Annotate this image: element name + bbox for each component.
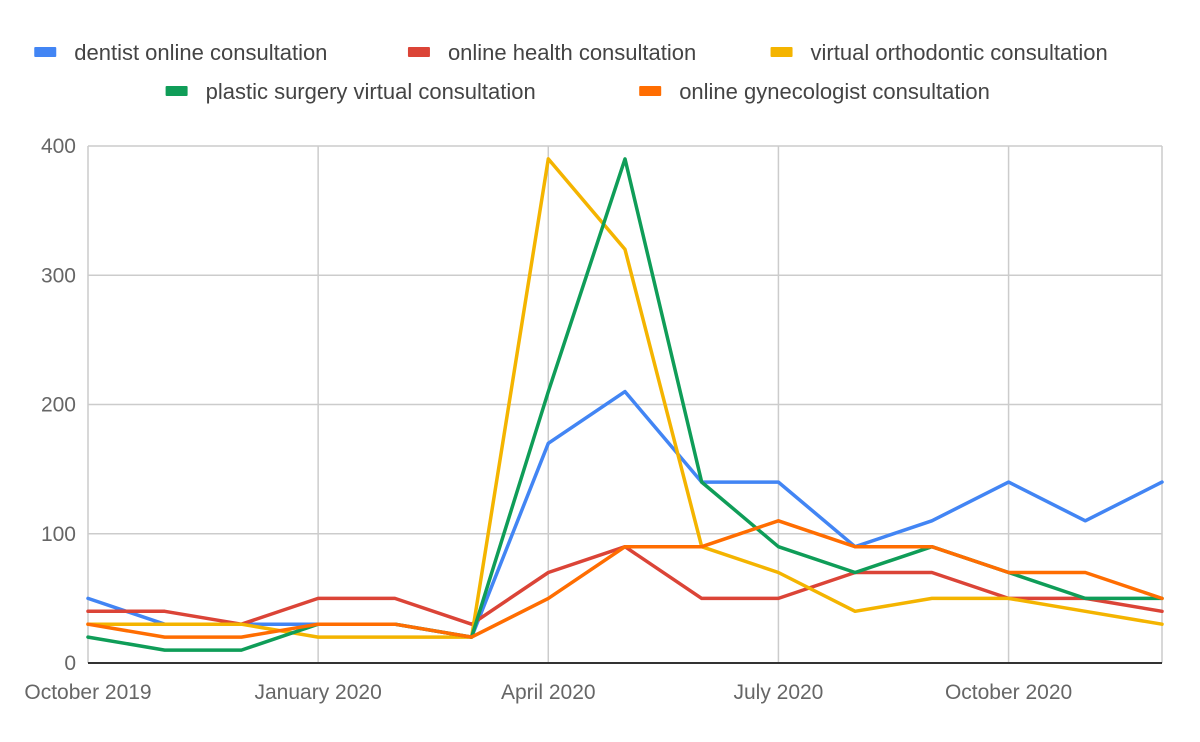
y-axis-tick-labels: 0 100 200 300 400 (41, 135, 76, 675)
gridlines (87, 145, 1163, 663)
x-tick-label: January 2020 (255, 681, 382, 704)
legend-swatch (165, 86, 188, 96)
legend-swatch (639, 86, 662, 96)
legend-swatch (770, 47, 793, 57)
legend-item-2[interactable]: online health consultation (407, 40, 696, 65)
y-tick-label: 0 (64, 652, 76, 675)
series-layer (86, 157, 1164, 652)
legend-item-1[interactable]: dentist online consultation (34, 40, 327, 65)
legend-label: online gynecologist consultation (679, 79, 990, 104)
x-axis-tick-labels: October 2019 January 2020 April 2020 July 2… (24, 681, 1072, 704)
legend-label: plastic surgery virtual consultation (206, 79, 536, 104)
legend-label: virtual orthodontic consultation (811, 40, 1108, 65)
series-line-3 (86, 157, 1164, 639)
legend-swatch (407, 47, 430, 57)
y-tick-label: 300 (41, 264, 76, 287)
legend-swatch (34, 47, 57, 57)
x-tick-label: October 2020 (945, 681, 1072, 704)
series-line-1 (86, 389, 1164, 639)
y-tick-label: 100 (41, 523, 76, 546)
x-tick-label: July 2020 (733, 681, 823, 704)
legend-item-4[interactable]: plastic surgery virtual consultation (165, 79, 536, 104)
legend-item-5[interactable]: online gynecologist consultation (639, 79, 990, 104)
y-tick-label: 400 (41, 135, 76, 158)
legend-label: online health consultation (448, 40, 696, 65)
series-line-5 (86, 519, 1164, 639)
legend: dentist online consultation online health… (34, 40, 1108, 104)
series-line-2 (86, 544, 1164, 626)
x-tick-label: October 2019 (24, 681, 151, 704)
y-tick-label: 200 (41, 394, 76, 417)
legend-item-3[interactable]: virtual orthodontic consultation (770, 40, 1108, 65)
x-tick-label: April 2020 (501, 681, 596, 704)
legend-label: dentist online consultation (74, 40, 327, 65)
